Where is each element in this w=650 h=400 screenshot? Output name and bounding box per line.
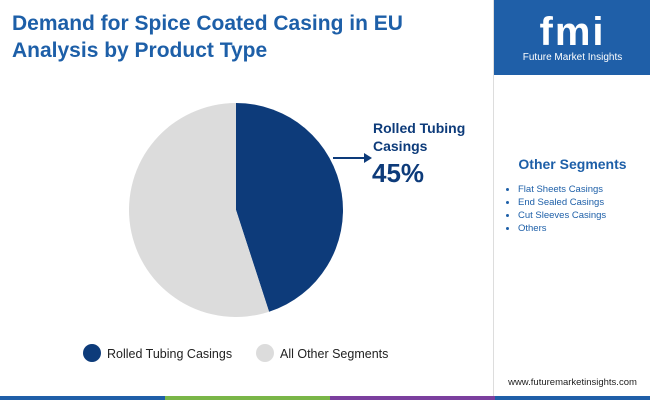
side-panel: fmi Future Market Insights Other Segment… <box>493 0 650 396</box>
chart: Rolled Tubing Casings 45% Rolled Tubing Cas… <box>83 103 465 362</box>
legend-swatch <box>83 344 101 362</box>
panel-item: Cut Sleeves Casings <box>518 209 606 222</box>
logo-name: Future Market Insights <box>522 52 623 63</box>
callout-label-line: Casings <box>373 138 428 154</box>
legend-label: Rolled Tubing Casings <box>107 347 232 361</box>
bottom-strip <box>495 396 650 400</box>
panel-item: Flat Sheets Casings <box>518 183 606 196</box>
legend-label: All Other Segments <box>280 347 388 361</box>
logo: fmi Future Market Insights <box>494 0 650 75</box>
callout-label: Rolled Tubing Casings <box>373 120 465 154</box>
logo-mark: fmi <box>539 10 606 54</box>
footer-url: www.futuremarketinsights.com <box>508 377 637 388</box>
chart-title: Demand for Spice Coated Casing in EU Ana… <box>12 12 403 62</box>
pie-slice <box>129 103 270 317</box>
panel-item: End Sealed Casings <box>518 196 606 209</box>
panel-list: Flat Sheets CasingsEnd Sealed CasingsCut… <box>506 183 606 235</box>
callout-label-line: Rolled Tubing <box>373 120 465 136</box>
legend-swatch <box>256 344 274 362</box>
panel-item: Others <box>518 222 606 235</box>
bottom-strip <box>0 396 165 400</box>
value-label: 45% <box>372 158 424 188</box>
bottom-strip <box>330 396 495 400</box>
bottom-strip <box>165 396 330 400</box>
pie-slice <box>236 103 344 312</box>
panel-title: Other Segments <box>518 156 627 172</box>
arrow-head <box>364 153 372 163</box>
